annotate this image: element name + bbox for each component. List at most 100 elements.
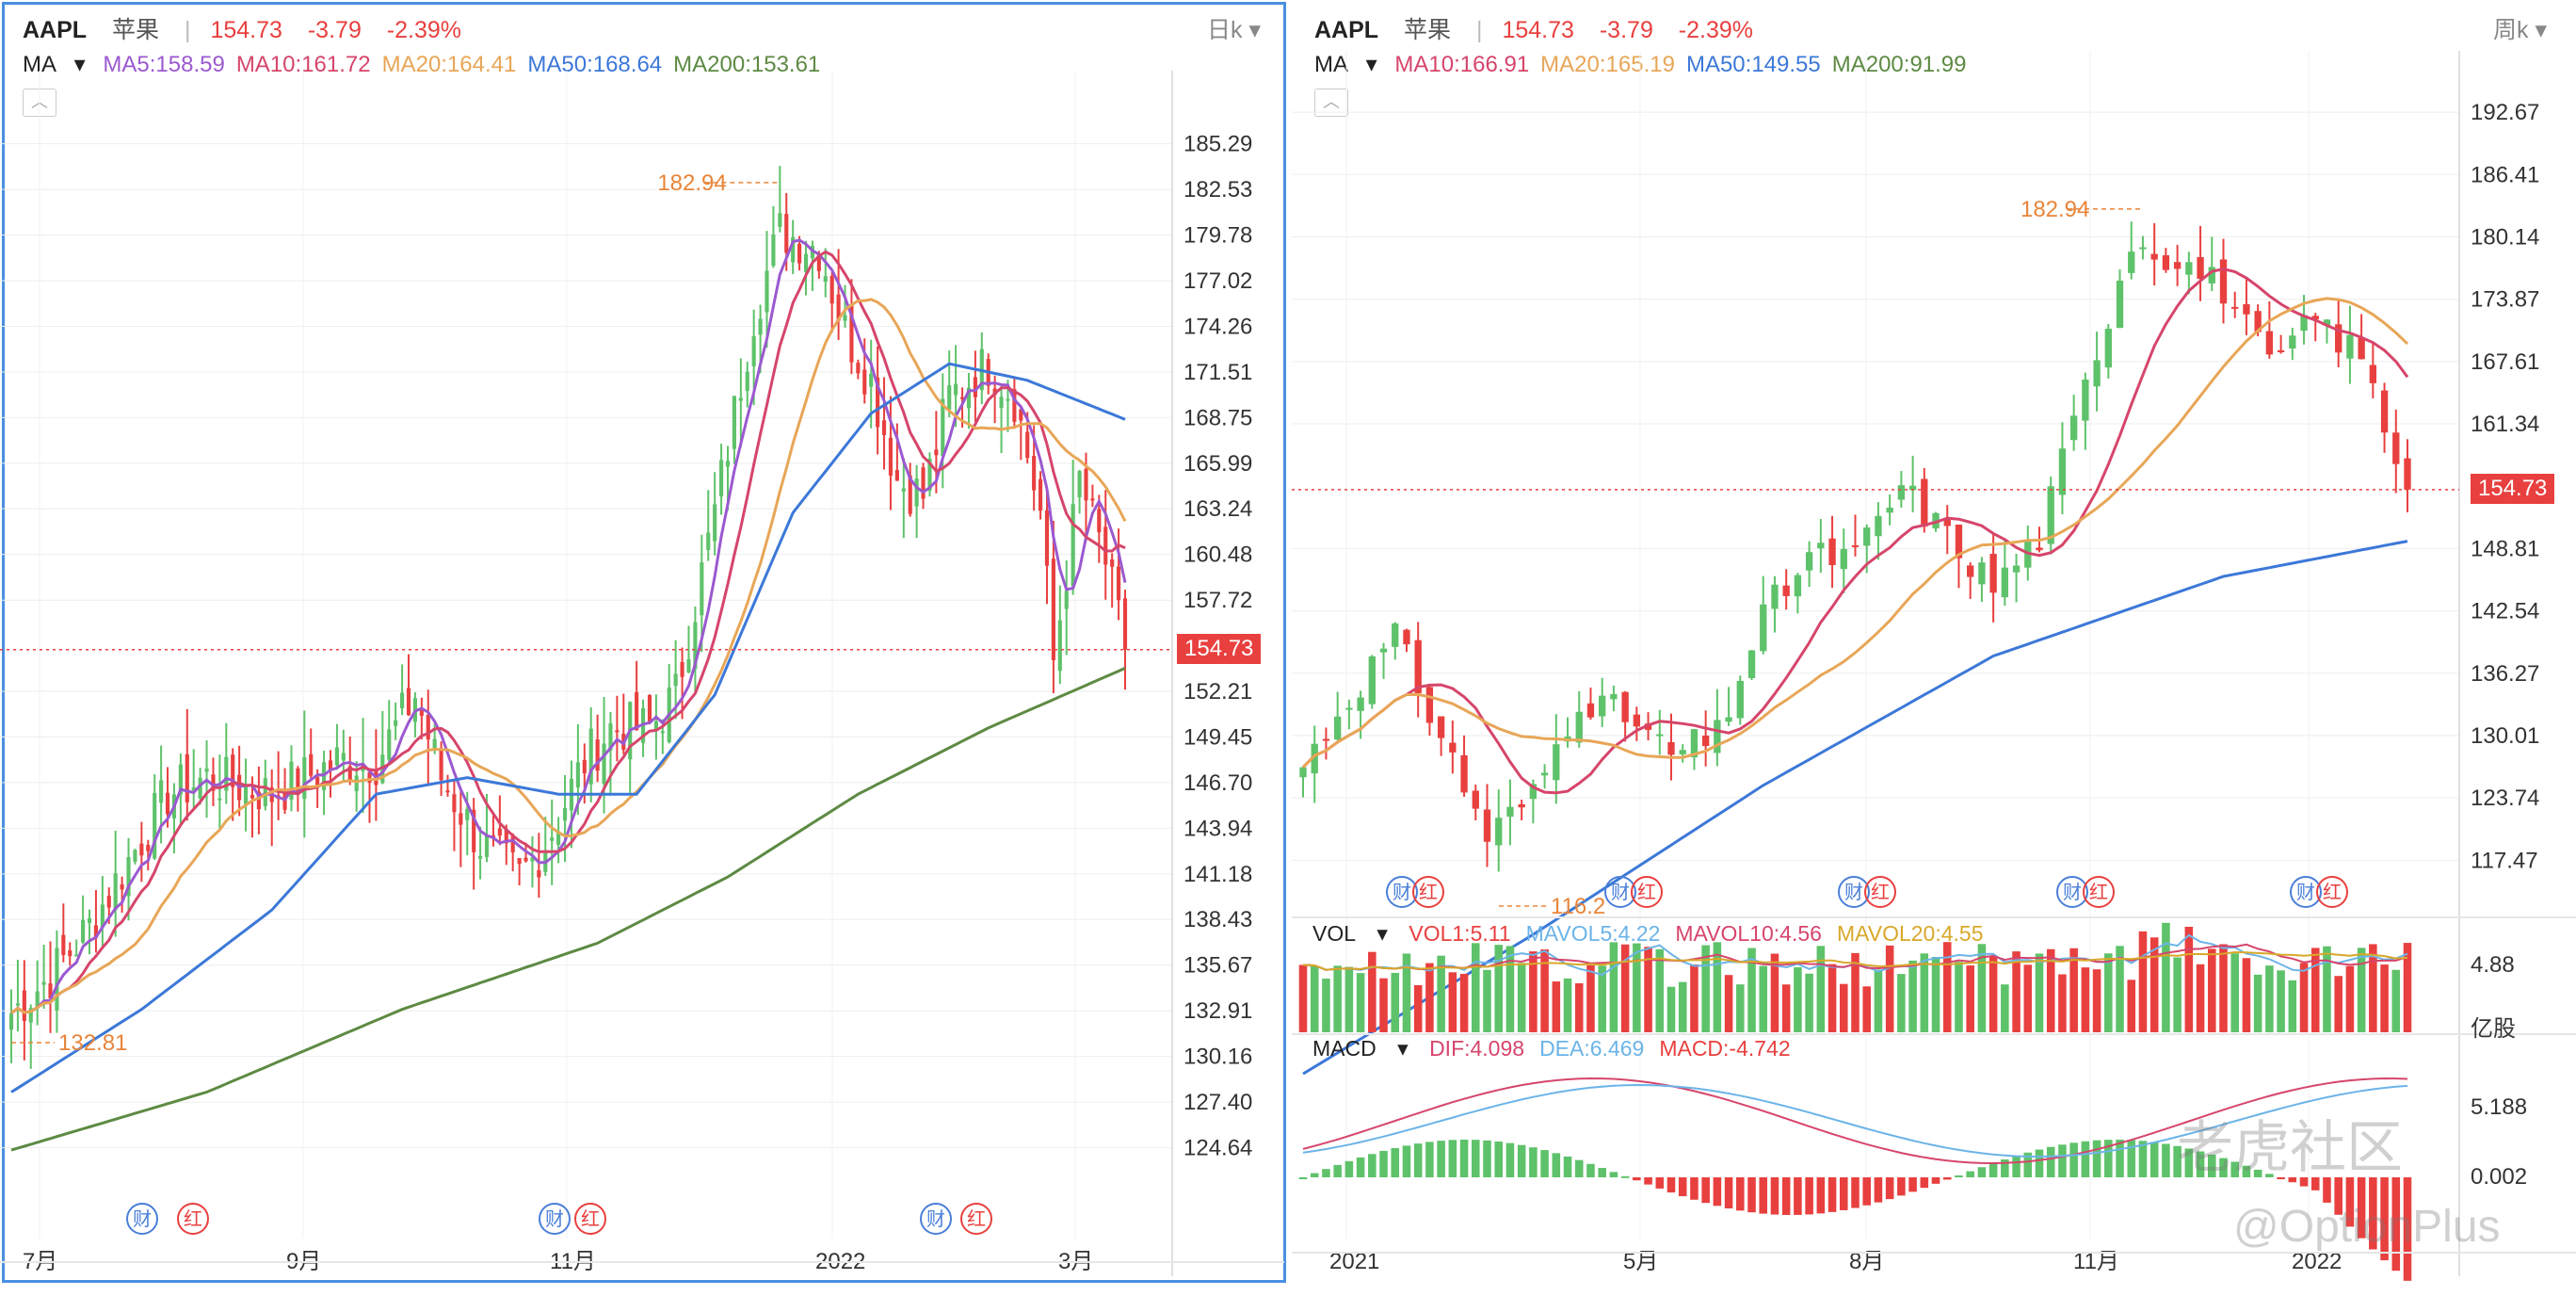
macd-histogram-bar: [2023, 1152, 2033, 1177]
volume-indicator-selector[interactable]: VOL ▾: [1312, 921, 1388, 946]
weekly-candlestick-chart[interactable]: 192.67 186.41 180.14 173.87 167.61 161.34 148.…: [1292, 0, 2576, 1296]
current-price-badge: 154.73: [1177, 634, 1262, 664]
macd-histogram-bar: [1344, 1160, 1354, 1177]
candle-body: [367, 772, 372, 784]
candle-body: [256, 791, 261, 810]
candle-body: [2128, 251, 2135, 273]
macd-histogram-bar: [1759, 1177, 1768, 1214]
y-tick-label: 186.41: [2471, 162, 2539, 187]
legend-item: MA50:168.64: [527, 52, 663, 77]
candle-body: [713, 504, 717, 542]
volume-bar: [2380, 964, 2389, 1032]
candle-body: [400, 692, 405, 708]
stock-name: 苹果: [112, 17, 160, 43]
y-tick-label: 146.70: [1183, 770, 1252, 796]
candle-body: [595, 739, 600, 771]
macd-tick-label: 0.002: [2471, 1164, 2527, 1190]
dividend-tag-icon[interactable]: 红: [177, 1203, 209, 1235]
candle-body: [263, 778, 267, 807]
macd-histogram-bar: [2334, 1177, 2343, 1215]
candle-body: [2104, 328, 2112, 368]
candle-body: [2265, 331, 2274, 355]
macd-histogram-bar: [1908, 1177, 1917, 1192]
macd-histogram-bar: [1356, 1157, 1365, 1177]
macd-histogram-bar: [2253, 1169, 2262, 1177]
ma-line-ma5: [10, 238, 1127, 1014]
macd-histogram-bar: [2069, 1142, 2078, 1177]
earnings-tag-icon[interactable]: 财: [539, 1203, 571, 1235]
y-tick-label: 130.01: [2471, 723, 2539, 749]
candle-body: [484, 834, 490, 857]
volume-bar: [1931, 957, 1940, 1032]
price-change-pct: -2.39%: [386, 17, 462, 43]
macd-histogram-bar: [1920, 1177, 1929, 1189]
period-high-label: 182.94: [657, 170, 726, 196]
candle-body: [876, 377, 880, 428]
volume-bar: [1724, 975, 1733, 1032]
macd-histogram-bar: [1931, 1177, 1940, 1184]
macd-histogram-bar: [1563, 1156, 1572, 1177]
candle-body: [504, 829, 508, 844]
dividend-tag-icon[interactable]: 红: [960, 1203, 992, 1235]
volume-bar: [1690, 964, 1699, 1032]
candle-body: [791, 236, 796, 263]
candle-body: [615, 730, 620, 733]
volume-bar: [1437, 955, 1445, 1032]
dividend-tag-icon[interactable]: 红: [1864, 876, 1896, 908]
candle-body: [120, 883, 124, 890]
earnings-tag-icon[interactable]: 财: [126, 1203, 158, 1235]
dividend-tag-icon[interactable]: 红: [2083, 876, 2115, 908]
volume-bar: [2242, 958, 2251, 1032]
candle-body: [2392, 432, 2400, 464]
candle-body: [1064, 591, 1069, 609]
macd-histogram-bar: [1874, 1177, 1883, 1203]
candle-body: [1989, 554, 1997, 593]
macd-histogram-bar: [1402, 1145, 1411, 1177]
candle-body: [1333, 716, 1342, 740]
period-selector[interactable]: 日k ▾: [1207, 17, 1262, 43]
macd-histogram-bar: [1690, 1177, 1699, 1200]
candle-body: [22, 990, 26, 1021]
daily-candlestick-chart[interactable]: 185.29 182.53 179.78 177.02 174.26 171.51 168.…: [0, 0, 1288, 1296]
volume-bar: [2369, 944, 2377, 1032]
candle-body: [394, 720, 398, 726]
candle-body: [732, 396, 736, 449]
dividend-tag-icon[interactable]: 红: [2316, 876, 2348, 908]
candle-body: [1012, 389, 1017, 422]
candle-body: [1828, 538, 1836, 565]
macd-histogram-bar: [1437, 1141, 1445, 1177]
dividend-tag-icon[interactable]: 红: [1631, 876, 1663, 908]
macd-histogram-bar: [1644, 1177, 1652, 1185]
macd-indicator-selector[interactable]: MACD ▾: [1312, 1036, 1409, 1061]
ma-indicator-selector[interactable]: MA ▾: [1314, 52, 1377, 77]
candle-body: [562, 807, 568, 821]
candle-body: [1633, 714, 1641, 727]
candle-body: [693, 622, 698, 670]
candle-body: [296, 768, 300, 795]
candle-body: [738, 397, 743, 401]
dividend-tag-icon[interactable]: 红: [574, 1203, 606, 1235]
earnings-tag-icon[interactable]: 财: [920, 1203, 952, 1235]
daily-chart-panel[interactable]: AAPL 苹果 | 154.73 -3.79 -2.39% 日k ▾ MA ▾ …: [0, 0, 1288, 1296]
volume-bar: [1402, 953, 1411, 1032]
y-tick-label: 123.74: [2471, 786, 2539, 811]
dividend-tag-icon[interactable]: 红: [1412, 876, 1444, 908]
candle-body: [1345, 707, 1353, 710]
price-change: -3.79: [307, 17, 362, 43]
macd-histogram-bar: [2116, 1140, 2124, 1177]
volume-bar: [2310, 948, 2320, 1032]
candle-body: [881, 420, 887, 435]
period-selector[interactable]: 周k ▾: [2493, 17, 2548, 43]
legend-item: MA200:91.99: [1831, 52, 1967, 77]
candle-body: [61, 934, 66, 955]
volume-bar: [1598, 965, 1606, 1032]
volume-bar: [1770, 953, 1779, 1032]
volume-bar: [2265, 965, 2274, 1032]
candle-body: [465, 808, 470, 820]
macd-histogram-bar: [1794, 1177, 1802, 1215]
weekly-chart-panel[interactable]: AAPL 苹果 | 154.73 -3.79 -2.39% 周k ▾ MA ▾ …: [1292, 0, 2576, 1296]
macd-histogram-bar: [2323, 1177, 2331, 1203]
candle-body: [2012, 565, 2021, 573]
collapse-chevron-icon[interactable]: ︿: [1314, 89, 1348, 117]
y-tick-label: 185.29: [1183, 132, 1252, 157]
